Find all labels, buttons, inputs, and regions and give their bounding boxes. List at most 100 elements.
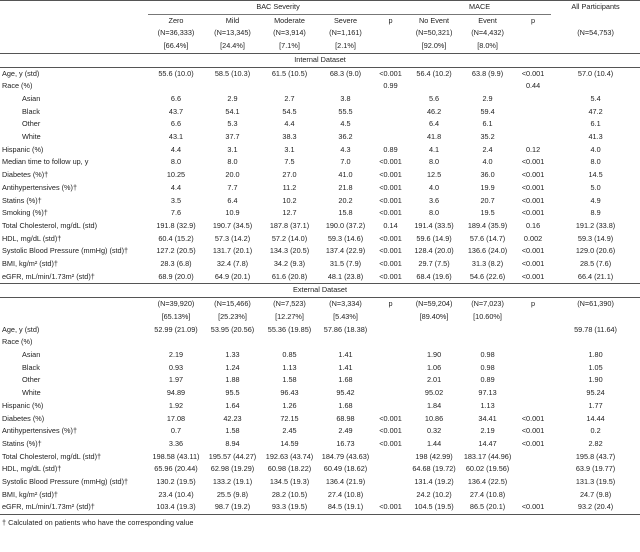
cell: 20.2	[338, 195, 353, 205]
cell: 57.2 (14.0)	[271, 233, 308, 243]
cell: <0.001	[521, 246, 545, 256]
cell: Mild	[225, 15, 240, 25]
cell: 183.17 (44.96)	[463, 451, 512, 461]
cell: 2.01	[426, 375, 442, 385]
cell: <0.001	[379, 246, 402, 256]
cell: 61.6 (20.8)	[271, 271, 308, 281]
blank	[0, 14, 148, 27]
cell: 10.9	[225, 208, 240, 218]
cell: 0.7	[170, 426, 182, 436]
data-row: Smoking (%)† 7.6 10.9 12.7 15.8 <0.001 8.0 19.5…	[0, 207, 640, 220]
cell: 0.98	[480, 362, 495, 372]
cell	[148, 336, 204, 349]
cell: 0.93	[168, 362, 184, 372]
cell: 131.4 (19.2)	[414, 477, 454, 487]
cell: 6.6	[170, 119, 182, 129]
cell: (N=3,334)	[329, 299, 362, 309]
cell: 61.5 (10.5)	[271, 68, 308, 78]
cell: [2.1%]	[335, 41, 356, 51]
cell: 5.4	[590, 93, 601, 103]
row-label: White	[22, 132, 41, 142]
cell: 60.4 (15.2)	[158, 233, 194, 243]
cell	[515, 400, 551, 413]
cell: 198 (42.99)	[415, 451, 453, 461]
data-row: Race (%)	[0, 336, 640, 349]
cell: 48.1 (23.8)	[327, 271, 364, 281]
data-row: Median time to follow up, y 8.0 8.0 7.5 7.0 <…	[0, 156, 640, 169]
header-row: [66.4%] [24.4%] [7.1%] [2.1%] [92.0%] [8.0%]	[0, 40, 640, 53]
cell: 58.5 (10.3)	[214, 68, 251, 78]
cell: 8.94	[225, 438, 240, 448]
cell	[515, 27, 551, 40]
cell: 31.3 (8.2)	[471, 259, 504, 269]
cell	[551, 336, 640, 349]
cell: 95.24	[586, 388, 605, 398]
cell: 54.5	[282, 106, 297, 116]
cell: [12.27%]	[275, 311, 304, 321]
cell: 131.3 (19.5)	[575, 477, 616, 487]
cell: 1.88	[225, 375, 240, 385]
cell: 2.19	[168, 349, 184, 359]
cell: <0.001	[379, 271, 402, 281]
cell: Zero	[168, 15, 184, 25]
cell: 2.45	[282, 426, 297, 436]
row-label: Statins (%)†	[2, 438, 42, 448]
cell	[373, 27, 408, 40]
cell: 57.86 (18.38)	[323, 324, 368, 334]
cell: 46.2	[426, 106, 442, 116]
cell	[373, 463, 408, 476]
cell: <0.001	[521, 413, 545, 423]
cell: 0.89	[480, 375, 495, 385]
cell	[515, 106, 551, 119]
sub-row: White 43.1 37.7 38.3 36.2 41.8 35.2 41.3	[0, 131, 640, 144]
cell	[373, 131, 408, 144]
cell: 62.98 (19.29)	[210, 464, 255, 474]
cell: 4.0	[428, 182, 440, 192]
cell: 97.13	[478, 388, 497, 398]
cell: 1.41	[338, 349, 353, 359]
cell: 2.4	[482, 144, 493, 154]
cell: 93.2 (20.4)	[551, 501, 640, 516]
cell: <0.001	[521, 438, 545, 448]
cell: 60.02 (19.56)	[465, 464, 510, 474]
cell: 63.8 (9.9)	[471, 68, 504, 78]
cell: 10.25	[166, 170, 186, 180]
cell: 11.2	[282, 182, 297, 192]
cell: [66.4%]	[163, 41, 189, 51]
cell: 59.4	[480, 106, 495, 116]
cell: 86.5 (20.1)	[460, 501, 516, 516]
sub-row: Asian 6.6 2.9 2.7 3.8 5.6 2.9 5.4	[0, 93, 640, 106]
data-row: Systolic Blood Pressure (mmHg) (std)† 127…	[0, 245, 640, 258]
row-label: eGFR, mL/min/1.73m² (std)†	[2, 271, 95, 281]
cell	[515, 311, 551, 324]
cell: [65.13%]	[161, 311, 191, 321]
cell: 1.26	[282, 400, 297, 410]
cell: <0.001	[521, 182, 545, 192]
cell	[373, 362, 408, 375]
cell: 59.3 (14.6)	[327, 233, 364, 243]
cell: 15.8	[338, 208, 353, 218]
cell	[373, 489, 408, 502]
cell: 1.92	[168, 400, 184, 410]
cell: <0.001	[379, 438, 402, 448]
blank	[0, 40, 148, 53]
cell: 4.4	[170, 144, 182, 154]
cell: 47.2	[588, 106, 603, 116]
group-header: MACE	[408, 0, 552, 15]
cell: 27.0	[282, 170, 297, 180]
cell: 131.7 (20.1)	[212, 246, 253, 256]
cell: 95.42	[336, 388, 355, 398]
group-header: BAC Severity	[148, 0, 409, 15]
cell: 53.95 (20.56)	[210, 324, 255, 334]
row-label: Other	[22, 119, 41, 129]
row-label: Other	[22, 375, 41, 385]
cell	[515, 463, 551, 476]
cell: 84.5 (19.1)	[318, 501, 373, 516]
cell: 37.7	[225, 132, 240, 142]
cell: <0.001	[521, 426, 545, 436]
cell: 34.2 (9.3)	[273, 259, 306, 269]
row-label: Hispanic (%)	[2, 400, 44, 410]
cell: 191.2 (33.8)	[575, 220, 616, 230]
cell: (N=36,333)	[157, 28, 195, 38]
